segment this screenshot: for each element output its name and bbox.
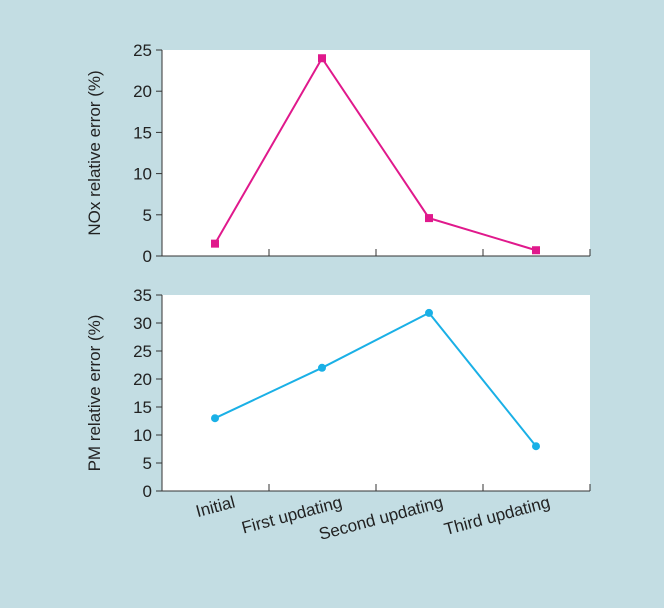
nox-data-point: [425, 214, 433, 223]
nox-series-line: [214, 56, 537, 252]
x-category-label: Third updating: [442, 493, 552, 539]
pm-y-tick-label: 25: [133, 342, 152, 361]
pm-data-point: [425, 308, 433, 317]
nox-y-tick-label: 20: [133, 82, 152, 101]
pm-panel: PM relative error (%) 0 5 10 15 20 25 30 35: [85, 286, 591, 501]
pm-data-point: [211, 414, 219, 423]
pm-series-line: [214, 311, 537, 447]
nox-y-tick-label: 15: [133, 123, 152, 142]
pm-y-tick-label: 15: [133, 398, 152, 417]
nox-y-tick-label: 10: [133, 165, 152, 184]
pm-y-tick-label: 20: [133, 370, 152, 389]
pm-data-point: [532, 442, 540, 451]
nox-panel: NOx relative error (%) 0 5 10 15 20 25: [85, 41, 591, 266]
nox-y-tick-label: 5: [143, 206, 152, 225]
nox-y-tick-label: 0: [143, 247, 152, 266]
nox-data-point: [318, 54, 326, 63]
nox-plot-area: [162, 50, 590, 256]
pm-y-tick-label: 10: [133, 426, 152, 445]
pm-y-tick-label: 30: [133, 314, 152, 333]
nox-data-point: [211, 239, 219, 248]
pm-y-tick-label: 0: [143, 482, 152, 501]
pm-data-point: [318, 363, 326, 372]
pm-y-tick-label: 35: [133, 286, 152, 305]
pm-y-axis-label: PM relative error (%): [85, 315, 104, 472]
nox-data-point: [532, 246, 540, 255]
pm-y-tick-label: 5: [143, 454, 152, 473]
nox-y-axis-label: NOx relative error (%): [85, 70, 104, 235]
x-category-label: Initial: [194, 493, 237, 522]
nox-y-tick-label: 25: [133, 41, 152, 60]
pm-plot-area: [162, 295, 590, 491]
